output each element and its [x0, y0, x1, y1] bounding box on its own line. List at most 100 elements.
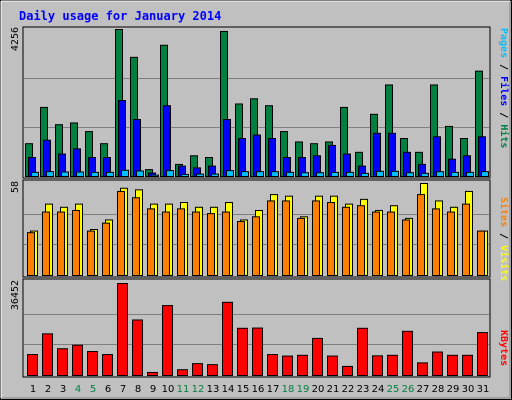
- day-label: 18: [282, 384, 295, 395]
- files-bar: [238, 138, 246, 177]
- sites-bar: [312, 200, 320, 276]
- kbytes-bar: [207, 364, 218, 376]
- kbytes-bar: [477, 332, 488, 377]
- pages-bar: [46, 171, 54, 178]
- day-label: 26: [402, 384, 415, 395]
- sites-bar: [477, 230, 485, 277]
- sites-bar: [57, 211, 65, 277]
- kbytes-bar: [372, 355, 383, 377]
- day-label: 22: [342, 384, 355, 395]
- files-bar: [253, 134, 261, 177]
- chart-title: Daily usage for January 2014: [19, 9, 221, 23]
- files-bar: [43, 139, 51, 177]
- pages-bar: [406, 172, 414, 177]
- visits-panel: 58 Sites / Visits: [10, 179, 510, 281]
- pages-bar: [436, 171, 444, 178]
- kbytes-bar: [27, 354, 38, 377]
- day-label: 13: [207, 384, 220, 395]
- pages-bar: [316, 172, 324, 177]
- day-label: 31: [477, 384, 490, 395]
- day-label: 8: [135, 384, 141, 395]
- day-label: 10: [162, 384, 175, 395]
- day-label: 20: [312, 384, 325, 395]
- files-bar: [223, 119, 231, 177]
- files-bar: [478, 136, 486, 177]
- sites-bar: [387, 211, 395, 277]
- kbytes-bar: [87, 351, 98, 376]
- day-label: 30: [462, 384, 475, 395]
- sites-bar: [342, 206, 350, 276]
- kbytes-bar: [147, 371, 158, 377]
- pages-bar: [226, 170, 234, 178]
- kbytes-bar: [282, 355, 293, 376]
- pages-bar: [211, 173, 219, 177]
- legend-kbytes: KBytes: [498, 330, 509, 366]
- kbytes-ymax-label: 36452: [10, 280, 21, 310]
- pages-bar: [376, 170, 384, 177]
- kbytes-bar: [102, 354, 113, 377]
- day-label: 28: [432, 384, 445, 395]
- kbytes-bar: [417, 362, 428, 377]
- pages-bar: [286, 171, 294, 178]
- day-label: 7: [120, 384, 126, 395]
- sites-bar: [162, 211, 170, 277]
- visits-legend: Sites / Visits: [498, 197, 510, 281]
- sites-bar: [282, 200, 290, 276]
- pages-bar: [301, 172, 309, 177]
- day-label: 4: [75, 384, 81, 395]
- day-label: 25: [387, 384, 400, 395]
- legend-sites: Sites: [498, 197, 510, 227]
- sites-bar: [297, 217, 305, 276]
- sites-bar: [102, 222, 110, 276]
- day-label: 12: [192, 384, 205, 395]
- files-bar: [163, 105, 171, 177]
- day-label: 21: [327, 384, 340, 395]
- sites-bar: [177, 208, 185, 276]
- day-label: 2: [45, 384, 51, 395]
- pages-bar: [196, 173, 204, 177]
- legend-separator-1: /: [498, 58, 509, 76]
- legend-pages: Pages: [498, 28, 509, 58]
- pages-bar: [451, 171, 459, 178]
- kbytes-bar: [177, 369, 188, 376]
- pages-bar: [331, 171, 339, 178]
- legend-visits: Visits: [498, 245, 510, 281]
- sites-bar: [252, 216, 260, 277]
- day-label: 16: [252, 384, 265, 395]
- day-label: 5: [90, 384, 96, 395]
- visits-bars: [27, 183, 488, 277]
- sites-bar: [357, 205, 365, 276]
- kbytes-panel: 36452 KBytes: [10, 278, 509, 378]
- pages-bar: [166, 170, 174, 178]
- sites-bar: [192, 211, 200, 277]
- kbytes-bar: [192, 363, 203, 376]
- kbytes-bars: [27, 283, 488, 377]
- day-label: 23: [357, 384, 370, 395]
- pages-bar: [121, 169, 129, 178]
- sites-bar: [402, 219, 410, 276]
- visits-ymax-label: 58: [10, 181, 21, 193]
- files-bar: [433, 136, 441, 177]
- day-label: 1: [30, 384, 36, 395]
- kbytes-bar: [222, 301, 233, 377]
- kbytes-bar: [237, 327, 248, 376]
- legend-files: Files: [498, 76, 510, 106]
- pages-bar: [106, 171, 114, 178]
- kbytes-bar: [252, 327, 263, 376]
- pages-bar: [151, 174, 159, 178]
- kbytes-bar: [57, 348, 68, 376]
- sites-bar: [72, 209, 80, 276]
- sites-bar: [222, 211, 230, 277]
- sites-bar: [447, 211, 455, 277]
- day-label: 17: [267, 384, 280, 395]
- files-bar: [118, 100, 126, 177]
- kbytes-bar: [162, 305, 173, 377]
- files-bar: [133, 119, 141, 177]
- kbytes-bar: [342, 365, 353, 377]
- hits-legend: Pages / Files / Hits: [498, 28, 510, 148]
- sites-bar: [42, 211, 50, 277]
- pages-bar: [256, 171, 264, 178]
- day-label: 9: [150, 384, 156, 395]
- kbytes-bar: [312, 337, 323, 377]
